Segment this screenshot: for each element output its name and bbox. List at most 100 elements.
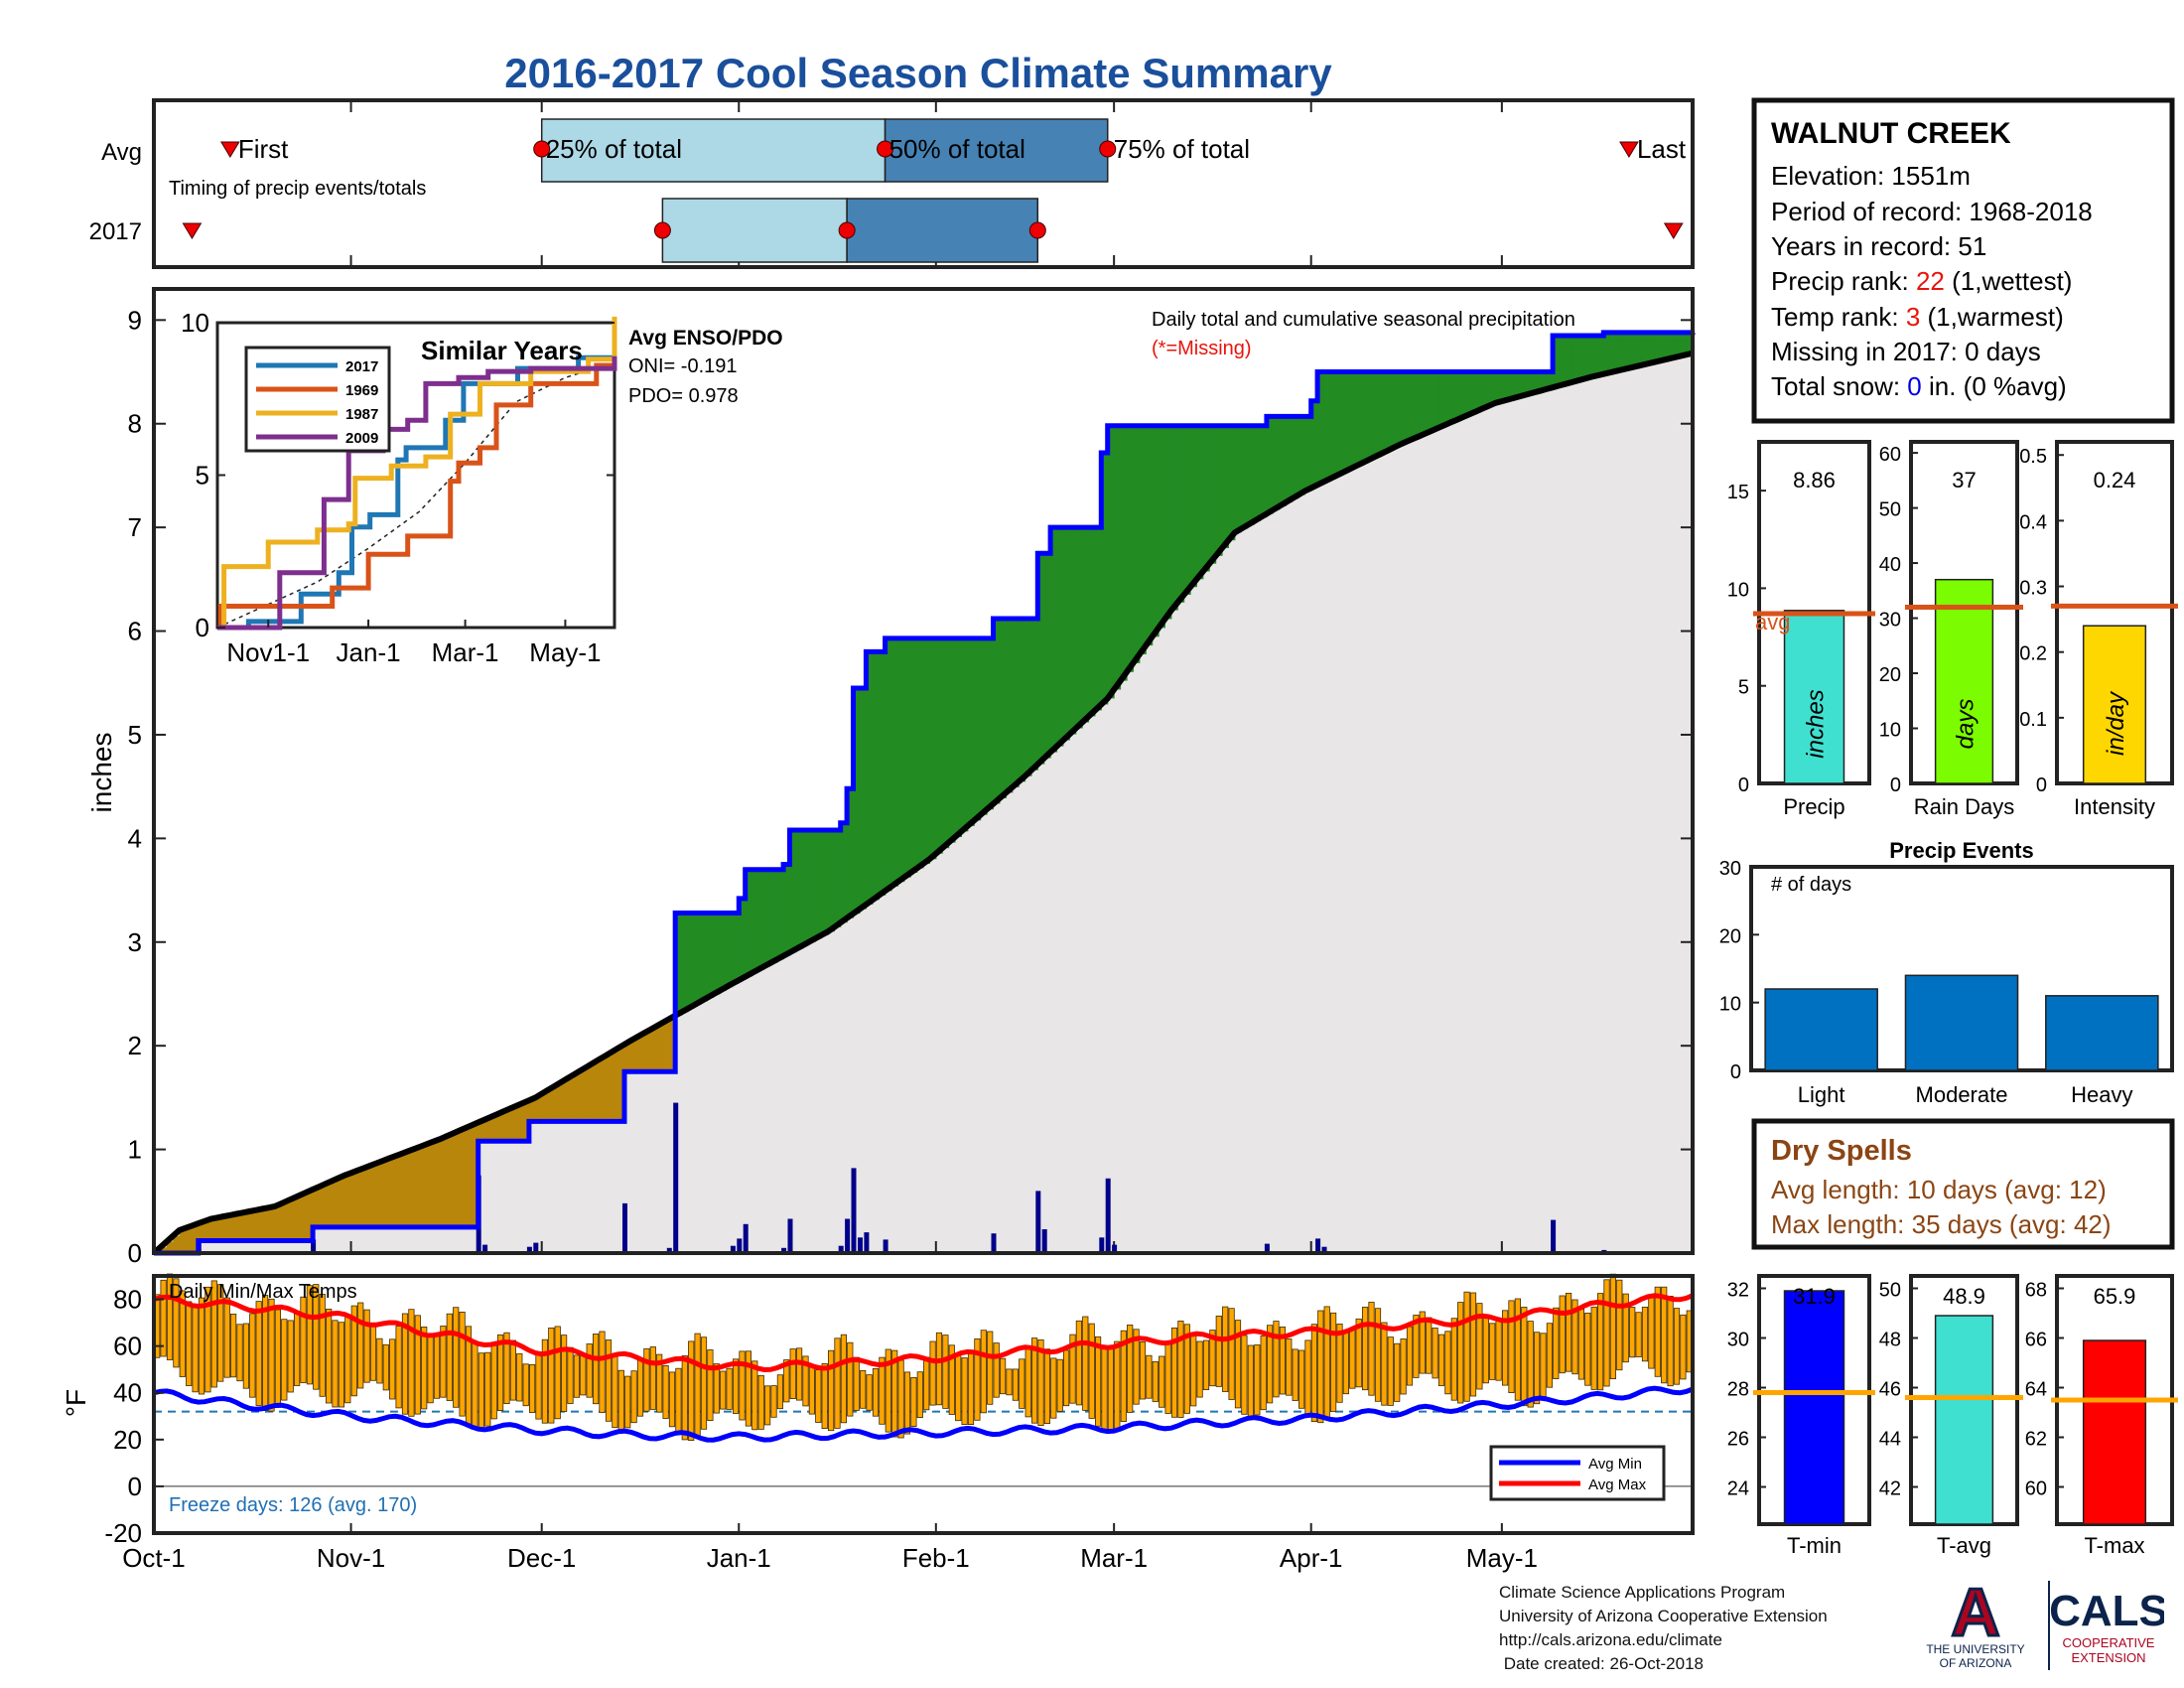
enso-pdo: PDO= 0.978 — [628, 385, 739, 407]
above-avg-fill — [1686, 332, 1694, 355]
below-avg-fill — [617, 1048, 625, 1122]
daily-temp-bar — [363, 1309, 370, 1383]
temp-x-tick-label: Apr-1 — [1280, 1543, 1343, 1573]
above-avg-fill — [1482, 371, 1490, 409]
daily-temp-bar — [160, 1279, 167, 1357]
precip-y-tick-label: 2 — [128, 1031, 142, 1060]
daily-temp-bar — [1426, 1317, 1433, 1374]
footer-program: Climate Science Applications Program — [1499, 1583, 1786, 1602]
below-avg-fill — [293, 1197, 301, 1241]
daily-temp-bar — [586, 1343, 593, 1398]
temp-plot-frame — [152, 1274, 1695, 1535]
cals-line1: COOPERATIVE — [2063, 1635, 2155, 1650]
daily-temp-bar — [472, 1342, 478, 1430]
inset-y-tick-label: 10 — [181, 308, 209, 338]
summary_tavg-bar — [1934, 1315, 1994, 1525]
precip-y-tick-label: 8 — [128, 409, 142, 439]
station-name: WALNUT CREEK — [1771, 117, 2011, 150]
above-avg-fill — [1292, 416, 1299, 499]
above-avg-fill — [1426, 371, 1433, 434]
above-avg-fill — [1400, 371, 1408, 445]
below-avg-fill — [160, 1247, 168, 1253]
daily-temp-bar — [1400, 1338, 1407, 1395]
above-avg-fill — [776, 869, 784, 960]
daily-temp-bar — [395, 1326, 402, 1409]
daily-temp-bar — [967, 1350, 975, 1425]
daily-precip-bar — [883, 1239, 888, 1253]
daily-temp-bar — [509, 1339, 517, 1401]
above-avg-fill — [916, 637, 924, 869]
below-avg-fill — [357, 1170, 364, 1227]
below-avg-fill — [484, 1119, 492, 1142]
daily-temp-bar — [1012, 1368, 1020, 1401]
above-avg-fill — [1273, 416, 1281, 510]
daily-temp-bar — [929, 1340, 936, 1406]
above-avg-fill — [1114, 425, 1122, 690]
summary_precip-value-label: 8.86 — [1793, 468, 1836, 492]
above-avg-fill — [1680, 332, 1688, 356]
daily-temp-bar — [1482, 1316, 1489, 1384]
daily-temp-bar — [1247, 1344, 1254, 1418]
summary_tmax-y-tick-label: 62 — [2025, 1429, 2047, 1451]
summary_raindays-category-label: Rain Days — [1914, 794, 2014, 819]
summary_tavg-y-tick-label: 50 — [1879, 1280, 1901, 1302]
precip-avg-label: avg — [1755, 610, 1790, 634]
above-avg-fill — [808, 830, 816, 942]
daily-temp-bar — [662, 1365, 669, 1419]
above-avg-fill — [751, 869, 759, 974]
above-avg-fill — [757, 869, 765, 970]
station-snow: Total snow: 0 in. (0 %avg) — [1771, 371, 2067, 401]
above-avg-fill — [866, 651, 874, 905]
daily-temp-bar — [389, 1338, 396, 1400]
above-avg-fill — [1590, 336, 1598, 377]
above-avg-fill — [694, 913, 702, 1005]
above-avg-fill — [1120, 425, 1128, 681]
daily-temp-bar — [236, 1324, 243, 1382]
below-avg-fill — [427, 1144, 435, 1227]
below-avg-fill — [210, 1218, 218, 1241]
daily-temp-bar — [1571, 1299, 1578, 1375]
below-avg-fill — [548, 1089, 556, 1122]
daily-temp-bar — [274, 1309, 282, 1408]
above-avg-fill — [840, 822, 848, 923]
precip-rank-label: Precip rank: — [1771, 266, 1916, 296]
above-avg-fill — [1279, 416, 1287, 506]
event-category-label: Moderate — [1916, 1082, 2008, 1107]
daily-temp-bar — [707, 1349, 714, 1421]
above-avg-fill — [885, 637, 892, 892]
footer-url: http://cals.arizona.edu/climate — [1499, 1630, 1722, 1649]
timing-label-50: 50% of total — [889, 134, 1025, 164]
daily-temp-bar — [1050, 1357, 1057, 1419]
timing-first-last-marker — [219, 141, 240, 158]
temp-rank-value: 3 — [1906, 302, 1920, 332]
daily-temp-bar — [535, 1353, 542, 1420]
daily-temp-bar — [808, 1365, 816, 1415]
daily-temp-bar — [242, 1323, 249, 1389]
above-avg-fill — [1043, 553, 1051, 759]
above-avg-fill — [948, 637, 956, 843]
above-avg-fill — [1234, 425, 1242, 533]
inset-legend-label-1969: 1969 — [345, 382, 378, 399]
daily-temp-bar — [1546, 1323, 1553, 1388]
inset-y-tick-label: 0 — [196, 613, 209, 642]
timing-quantile-marker — [653, 221, 671, 239]
above-avg-fill — [897, 637, 905, 883]
daily-temp-bar — [1323, 1306, 1330, 1420]
daily-temp-bar — [879, 1356, 886, 1425]
daily-precip-bar — [666, 1247, 672, 1253]
below-avg-fill — [369, 1165, 377, 1227]
daily-temp-bar — [1133, 1329, 1140, 1405]
daily-temp-bar — [1673, 1308, 1681, 1385]
above-avg-fill — [726, 913, 734, 988]
daily-temp-bar — [1310, 1324, 1317, 1422]
daily-temp-bar — [916, 1371, 923, 1418]
daily-temp-bar — [815, 1369, 822, 1423]
precip-events-chart: Precip Events # of days Light Moderate Hea… — [1719, 838, 2174, 1107]
snow-label: Total snow: — [1771, 371, 1907, 401]
daily-temp-bar — [720, 1370, 727, 1410]
above-avg-fill — [1654, 332, 1662, 362]
inset-legend-label-1987: 1987 — [345, 406, 378, 423]
precip-y-tick-label: 9 — [128, 305, 142, 335]
